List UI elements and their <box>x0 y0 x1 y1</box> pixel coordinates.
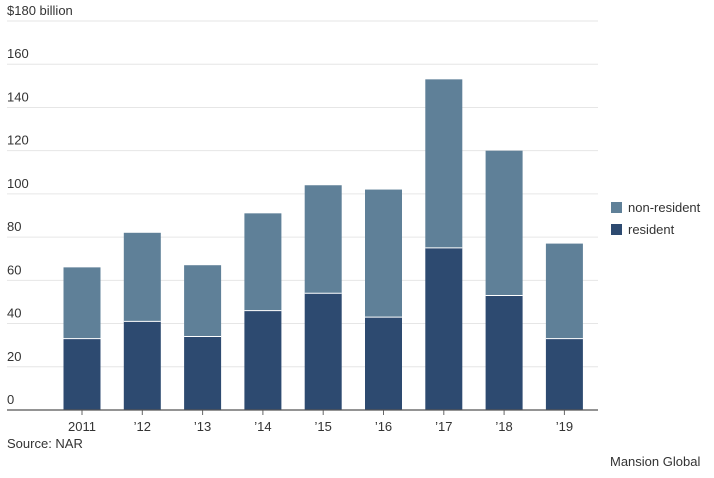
bar-non-resident <box>365 189 402 318</box>
y-tick-label: 120 <box>7 133 29 148</box>
y-tick-label: $180 billion <box>7 3 73 18</box>
bar-resident <box>425 247 463 410</box>
x-tick-label: ’17 <box>435 419 452 434</box>
x-tick-label: ’19 <box>556 419 573 434</box>
bar-resident <box>304 293 342 410</box>
source-note: Source: NAR <box>7 436 83 451</box>
x-tick-label: ’16 <box>375 419 392 434</box>
x-tick-label: 2011 <box>68 419 96 434</box>
legend-swatch-resident <box>611 223 622 235</box>
bar-non-resident <box>244 213 282 311</box>
bar-resident <box>123 321 161 410</box>
legend-label-resident: resident <box>628 221 675 237</box>
bar-resident <box>365 317 402 410</box>
bar-resident <box>244 310 282 410</box>
x-tick-label: ’12 <box>134 419 151 434</box>
bar-non-resident <box>485 150 523 296</box>
bar-non-resident <box>63 267 101 339</box>
y-tick-label: 40 <box>7 306 21 321</box>
x-tick-label: ’13 <box>194 419 211 434</box>
y-tick-label: 80 <box>7 219 21 234</box>
y-tick-label: 20 <box>7 349 21 364</box>
bar-resident <box>184 336 222 410</box>
y-tick-label: 100 <box>7 176 29 191</box>
publisher-credit: Mansion Global <box>610 454 701 469</box>
bar-non-resident <box>545 243 583 339</box>
y-tick-label: 60 <box>7 262 21 277</box>
bar-non-resident <box>425 79 463 248</box>
legend-item-non-resident: non-resident <box>611 196 700 218</box>
bar-resident <box>545 338 583 410</box>
y-tick-label: 0 <box>7 392 14 407</box>
y-tick-label: 160 <box>7 46 29 61</box>
bar-non-resident <box>123 232 161 322</box>
x-tick-label: ’15 <box>315 419 332 434</box>
bar-resident <box>63 338 101 410</box>
y-tick-label: 140 <box>7 89 29 104</box>
legend: non-resident resident <box>611 196 700 240</box>
x-tick-label: ’18 <box>495 419 512 434</box>
legend-item-resident: resident <box>611 218 700 240</box>
bar-resident <box>485 295 523 410</box>
legend-label-non-resident: non-resident <box>628 199 701 215</box>
x-tick-label: ’14 <box>254 419 271 434</box>
legend-swatch-non-resident <box>611 201 622 213</box>
bar-non-resident <box>184 265 222 337</box>
bar-non-resident <box>304 185 342 294</box>
